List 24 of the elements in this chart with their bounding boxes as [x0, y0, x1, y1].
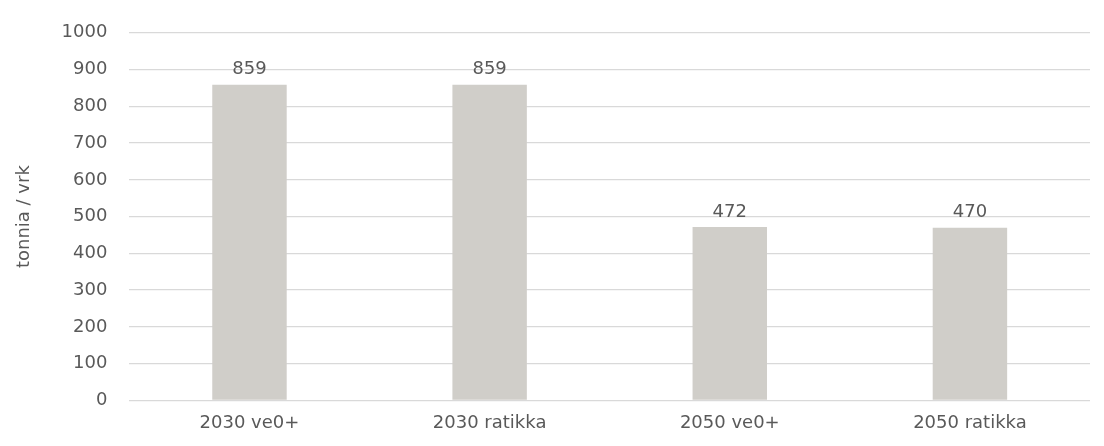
y-tick-label: 0	[95, 388, 108, 410]
data-label: 472	[712, 199, 747, 221]
y-tick-label: 400	[73, 241, 108, 263]
x-tick-label: 2030 ratikka	[432, 410, 547, 432]
y-tick-label: 600	[73, 167, 108, 189]
y-tick-label: 200	[73, 314, 108, 336]
y-tick-label: 500	[73, 204, 108, 226]
x-tick-label: 2050 ve0+	[679, 410, 780, 432]
bar	[212, 84, 287, 400]
y-axis-title: tonnia / vrk	[12, 164, 34, 269]
y-tick-label: 100	[73, 351, 108, 373]
data-label: 859	[232, 57, 267, 79]
x-tick-label: 2030 ve0+	[199, 410, 300, 432]
y-tick-label: 300	[73, 277, 108, 299]
bar	[932, 227, 1008, 400]
y-tick-label: 1000	[61, 20, 108, 42]
y-tick-label: 900	[73, 57, 108, 79]
x-tick-label: 2050 ratikka	[913, 410, 1027, 432]
data-label: 470	[952, 200, 988, 222]
y-tick-label: 700	[73, 130, 108, 152]
y-tick-label: 800	[73, 93, 108, 115]
bar	[692, 226, 767, 400]
bar	[452, 84, 527, 400]
data-label: 859	[472, 57, 507, 79]
